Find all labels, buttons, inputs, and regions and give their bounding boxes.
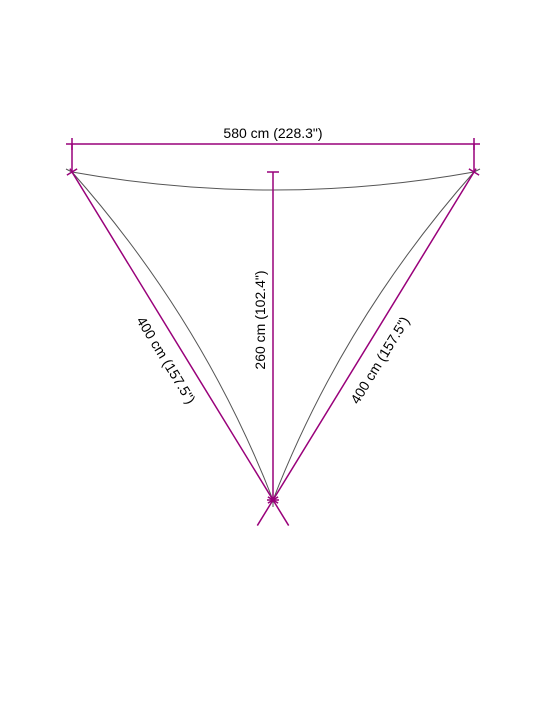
- dimension-label-height: 260 cm (102.4"): [252, 270, 268, 369]
- dimension-diagram: 580 cm (228.3")260 cm (102.4")400 cm (15…: [0, 0, 540, 720]
- diagram-container: 580 cm (228.3")260 cm (102.4")400 cm (15…: [0, 0, 540, 720]
- dimension-label-top: 580 cm (228.3"): [223, 125, 322, 141]
